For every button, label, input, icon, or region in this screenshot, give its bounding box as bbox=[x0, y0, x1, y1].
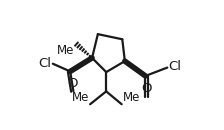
Text: Me: Me bbox=[123, 91, 140, 104]
Text: Me: Me bbox=[71, 91, 89, 104]
Text: O: O bbox=[141, 82, 151, 95]
Text: Cl: Cl bbox=[39, 57, 52, 70]
Text: Cl: Cl bbox=[169, 60, 182, 73]
Text: O: O bbox=[67, 77, 78, 90]
Text: Me: Me bbox=[57, 44, 74, 57]
